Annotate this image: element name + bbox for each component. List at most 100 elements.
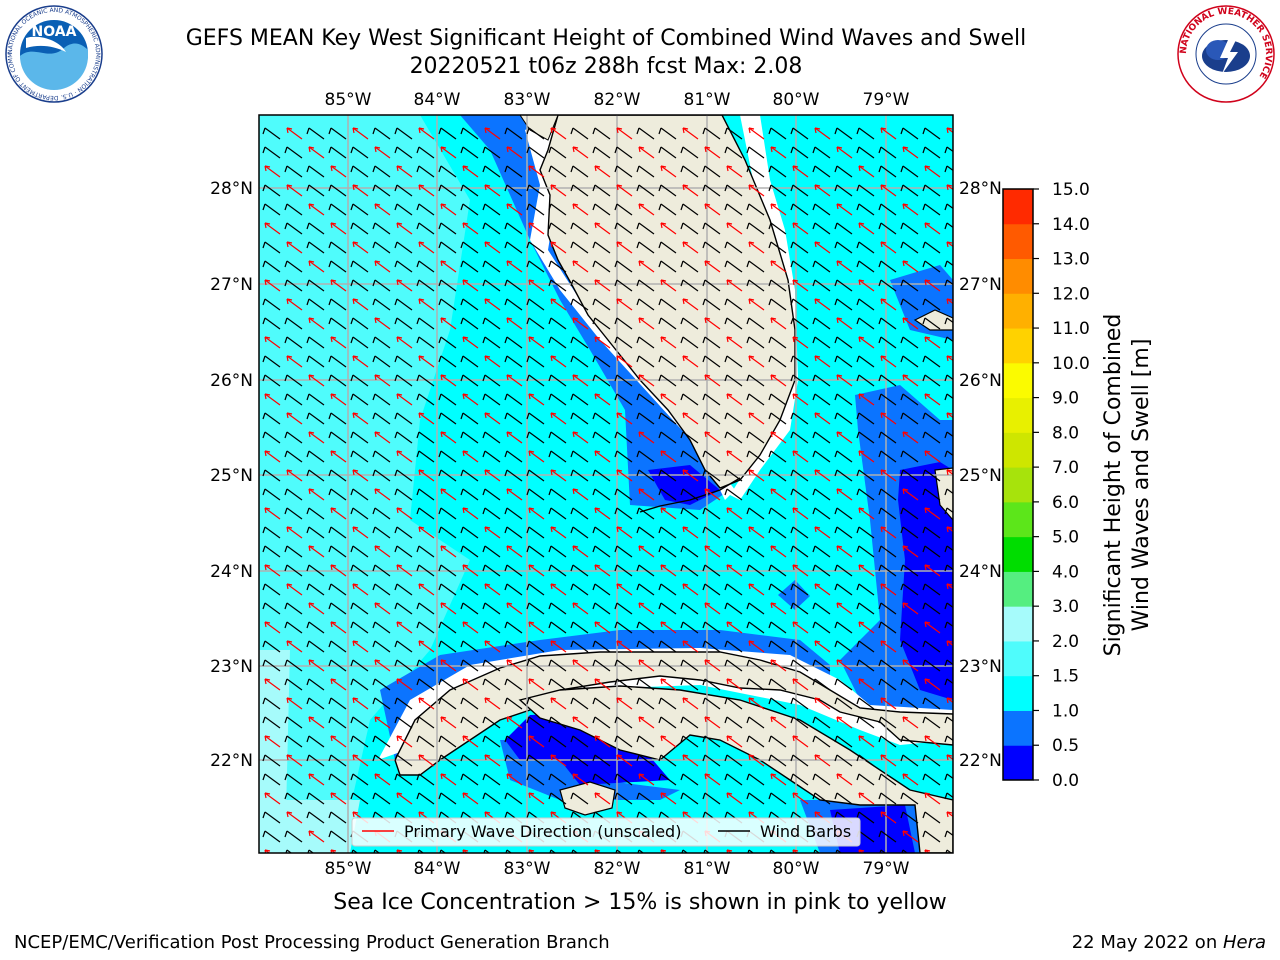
wind-barb xyxy=(660,697,677,710)
wind-barb-flag xyxy=(834,127,838,135)
wave-arrow-head xyxy=(814,526,821,533)
wave-arrow-head xyxy=(858,507,865,514)
wind-barb-flag xyxy=(834,621,838,629)
wind-barb xyxy=(506,564,523,577)
wave-arrow-head xyxy=(396,792,403,799)
wind-barb xyxy=(330,830,347,843)
wind-barb-flag xyxy=(658,374,662,382)
wind-barb xyxy=(572,279,589,292)
wave-direction-arrow xyxy=(528,849,535,853)
wind-barb xyxy=(440,640,457,653)
wave-direction-arrow xyxy=(352,583,369,596)
wind-barb-flag xyxy=(350,146,354,154)
wave-direction-arrow xyxy=(572,260,589,273)
wind-barb xyxy=(924,374,941,387)
wave-direction-arrow xyxy=(836,260,853,273)
wind-barb-flag xyxy=(922,545,926,553)
wind-barb xyxy=(308,241,325,254)
wave-direction-arrow xyxy=(330,393,347,406)
wind-barb-flag xyxy=(262,127,266,135)
wind-barb-flag xyxy=(724,241,728,249)
wind-barb-flag xyxy=(592,697,596,705)
wave-direction-arrow xyxy=(814,241,831,254)
wind-barb-flag xyxy=(768,393,772,401)
wind-barb xyxy=(550,602,567,615)
wind-barb-flag xyxy=(680,545,684,553)
wind-barb xyxy=(506,678,523,691)
wind-barb xyxy=(858,659,875,672)
wave-arrow-head xyxy=(682,583,689,590)
wind-barb-flag xyxy=(570,754,574,762)
wind-barb xyxy=(550,564,567,577)
wave-direction-arrow xyxy=(374,146,391,159)
wind-barb-flag xyxy=(394,697,398,705)
wave-direction-arrow xyxy=(792,792,809,805)
wind-barb-flag xyxy=(570,412,574,420)
wind-barb-flag xyxy=(306,127,310,135)
wave-direction-arrow xyxy=(418,355,435,368)
wind-barb-flag xyxy=(460,146,464,154)
wind-barb-flag xyxy=(614,203,618,211)
wind-barb-flag xyxy=(944,279,948,287)
wind-barb xyxy=(924,241,941,254)
wind-barb-flag xyxy=(746,488,750,496)
wave-arrow-head xyxy=(748,697,755,704)
wind-barb xyxy=(528,488,545,501)
wave-direction-arrow xyxy=(858,450,875,463)
wave-direction-arrow xyxy=(616,583,633,596)
wind-barb-flag xyxy=(570,735,574,743)
wind-barb xyxy=(814,621,831,634)
wind-barb xyxy=(506,450,523,463)
wind-barb-flag xyxy=(834,469,838,477)
wave-direction-arrow xyxy=(814,526,831,539)
wind-barb xyxy=(836,355,853,368)
wave-direction-arrow xyxy=(462,393,479,406)
wind-barb-flag xyxy=(724,431,728,439)
wind-barb-flag xyxy=(614,564,618,572)
wind-barb-flag xyxy=(592,374,596,382)
colorbar-segment xyxy=(1003,710,1033,746)
wave-direction-arrow xyxy=(704,203,721,216)
wind-barb xyxy=(330,697,347,710)
wind-barb-flag xyxy=(284,602,288,610)
wind-barb xyxy=(836,241,853,254)
wave-arrow-head xyxy=(440,773,447,780)
wave-direction-arrow xyxy=(374,545,391,558)
wind-barb xyxy=(484,203,501,216)
wave-arrow-head xyxy=(616,298,623,305)
wind-barb-flag xyxy=(681,849,684,853)
wind-barb xyxy=(352,621,369,634)
wind-barb xyxy=(704,298,721,311)
wind-barb xyxy=(374,336,391,349)
wave-direction-arrow xyxy=(528,792,545,805)
wave-arrow-head xyxy=(638,146,645,153)
wind-barb-flag xyxy=(856,184,860,192)
wind-barb-flag xyxy=(900,754,904,762)
wind-barb-flag xyxy=(878,488,882,496)
wind-barb-flag xyxy=(592,469,596,477)
wave-arrow-head xyxy=(594,792,601,799)
wave-arrow-head xyxy=(660,507,667,514)
wind-barb-flag xyxy=(482,279,486,287)
wave-direction-arrow xyxy=(726,792,743,805)
wind-barb-flag xyxy=(416,678,420,686)
wave-direction-arrow xyxy=(660,678,677,691)
wind-barb-flag xyxy=(284,431,288,439)
wind-barb-flag xyxy=(900,526,904,534)
wind-barb-flag xyxy=(394,146,398,154)
wind-barb-flag xyxy=(702,792,706,800)
wind-barb xyxy=(748,735,765,748)
wind-barb xyxy=(374,241,391,254)
wave-direction-arrow xyxy=(924,165,941,178)
wind-barb xyxy=(374,450,391,463)
wave-arrow-head xyxy=(484,754,491,761)
wave-direction-arrow xyxy=(308,545,325,558)
colorbar-tick-label: 7.0 xyxy=(1052,458,1079,478)
wind-barb-flag xyxy=(856,754,860,762)
wind-barb xyxy=(770,507,787,520)
wind-barb-flag xyxy=(284,260,288,268)
wave-arrow-head xyxy=(770,203,777,210)
wind-barb xyxy=(418,431,435,444)
wind-barb xyxy=(792,260,809,273)
wind-barb-flag xyxy=(790,811,794,819)
